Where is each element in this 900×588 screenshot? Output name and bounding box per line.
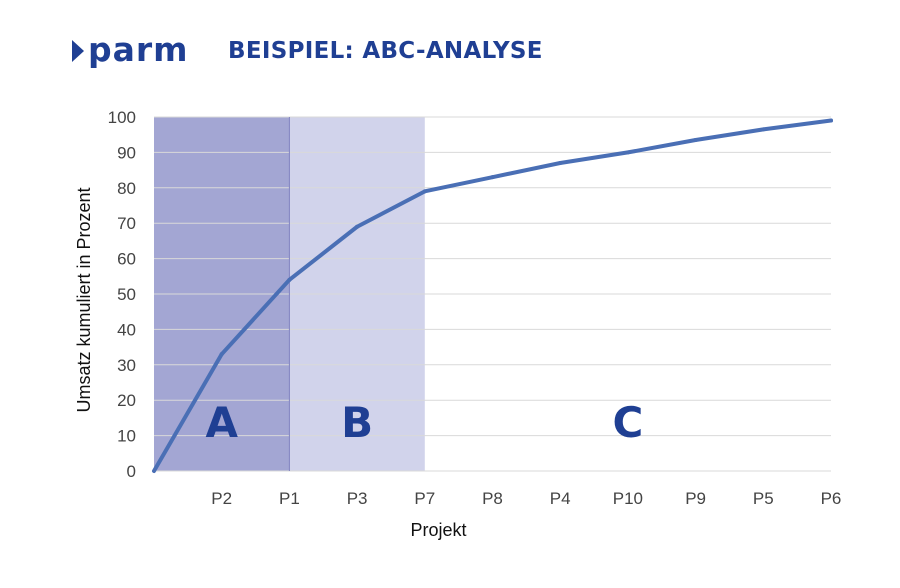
x-axis-label: Projekt	[410, 520, 466, 540]
x-tick-label: P1	[279, 489, 300, 508]
y-tick-label: 20	[117, 391, 136, 410]
x-tick-label: P2	[211, 489, 232, 508]
x-tick-label: P7	[414, 489, 435, 508]
y-tick-label: 80	[117, 179, 136, 198]
data-point-P6	[829, 118, 833, 123]
data-point-P4	[558, 161, 563, 166]
y-tick-label: 50	[117, 285, 136, 304]
zone-label-c: C	[612, 398, 643, 447]
y-tick-label: 100	[108, 108, 136, 127]
data-point-P2	[219, 352, 224, 357]
y-tick-label: 70	[117, 214, 136, 233]
y-tick-label: 30	[117, 356, 136, 375]
x-tick-label: P4	[550, 489, 571, 508]
x-tick-label: P9	[685, 489, 706, 508]
data-point-P8	[490, 175, 495, 180]
x-tick-label: P3	[347, 489, 368, 508]
x-tick-label: P8	[482, 489, 503, 508]
data-point-P9	[693, 138, 698, 143]
logo-arrow-icon	[72, 40, 84, 62]
y-tick-label: 60	[117, 250, 136, 269]
logo-text: parm	[88, 30, 189, 69]
zone-label-b: B	[341, 398, 373, 447]
y-tick-label: 10	[117, 427, 136, 446]
x-tick-label: P5	[753, 489, 774, 508]
data-point-P1	[287, 277, 292, 282]
page-title: BEISPIEL: ABC-ANALYSE	[228, 38, 543, 64]
y-tick-label: 0	[127, 462, 136, 481]
data-point-P7	[422, 189, 427, 194]
x-tick-label: P10	[613, 489, 643, 508]
data-point-P5	[761, 127, 766, 132]
y-tick-label: 90	[117, 143, 136, 162]
y-tick-label: 40	[117, 320, 136, 339]
data-point-P3	[355, 224, 360, 229]
x-tick-label: P6	[821, 489, 842, 508]
zone-label-a: A	[205, 398, 238, 447]
data-point-P10	[625, 150, 630, 155]
y-axis-label: Umsatz kumuliert in Prozent	[74, 187, 94, 412]
